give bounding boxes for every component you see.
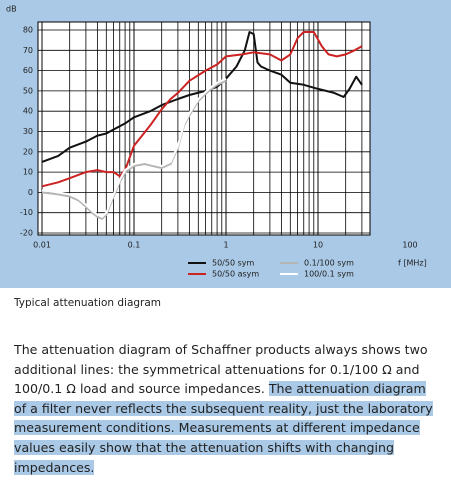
series-line: [41, 31, 363, 163]
legend-label: 100/0.1 sym: [304, 270, 354, 279]
y-tick-label: 20: [23, 147, 33, 156]
paragraph-text: The attenuation diagram of Schaffner pro…: [14, 342, 428, 397]
legend-label: 0.1/100 sym: [304, 259, 354, 268]
y-tick-label: 70: [23, 46, 33, 55]
legend: 50/50 sym 50/50 asym 0.1/100 sym 100/0.1 sy…: [188, 259, 354, 279]
series-line: [41, 77, 227, 218]
legend-label: 50/50 sym: [212, 259, 255, 268]
series-line: [41, 31, 363, 188]
y-tick-label: 60: [23, 66, 33, 75]
y-tick-label: -10: [20, 208, 33, 217]
x-tick-label: 1: [223, 241, 228, 250]
grid: [38, 22, 370, 235]
x-tick-label: 0.1: [128, 241, 141, 250]
y-tick-label: 50: [23, 86, 33, 95]
x-tick-label: 0.01: [33, 241, 51, 250]
y-axis-label: dB: [6, 5, 17, 14]
caption: Typical attenuation diagram: [14, 297, 162, 309]
legend-label: 50/50 asym: [212, 270, 259, 279]
y-tick-label: 40: [23, 107, 33, 116]
y-tick-label: 30: [23, 127, 33, 136]
chart: dB f [MHz] 50/50 sym 50/50 asym 0.1/100 sy…: [0, 0, 451, 288]
x-tick-label: 100: [402, 241, 417, 250]
paragraph: The attenuation diagram of Schaffner pro…: [14, 340, 438, 477]
x-axis-label: f [MHz]: [398, 259, 427, 268]
y-tick-label: 0: [28, 188, 33, 197]
series-line: [41, 79, 227, 220]
series-lines: [41, 31, 363, 220]
y-tick-label: 10: [23, 168, 33, 177]
plot-area: [37, 21, 371, 236]
y-tick-label: 80: [23, 26, 33, 35]
y-tick-label: -20: [20, 229, 33, 238]
x-tick-label: 10: [313, 241, 323, 250]
